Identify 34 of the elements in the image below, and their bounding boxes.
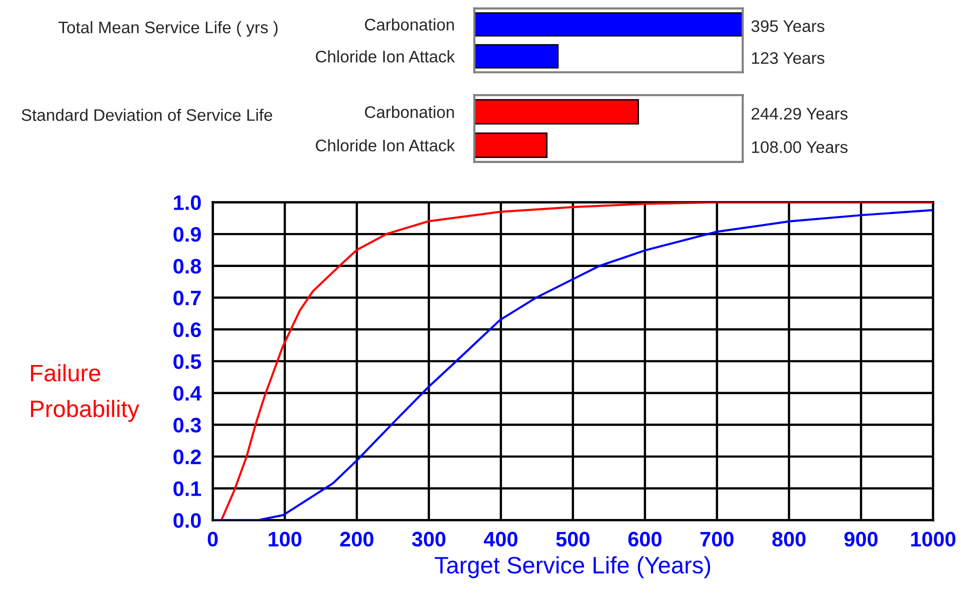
y-tick-label: 0.6: [174, 322, 201, 338]
y-tick-label: 0.8: [174, 258, 202, 274]
y-tick-label: 0.4: [174, 386, 202, 401]
y-tick-label: 0.9: [174, 227, 201, 242]
y-tick-label: 0.2: [174, 450, 201, 464]
y-tick-label: 0.3: [174, 418, 201, 433]
x-tick-label: 800: [772, 532, 806, 547]
y-tick-label: 0.1: [174, 481, 202, 496]
x-tick-label: 0: [208, 532, 218, 547]
x-tick-label: 300: [412, 532, 446, 547]
data-label: 123 Years: [752, 52, 824, 64]
y-tick-label: 1.0: [174, 195, 201, 210]
y-axis-title: Failure Probability: [31, 364, 140, 422]
x-tick-label: 600: [628, 532, 662, 547]
y-tick-label: 0.7: [174, 290, 201, 306]
text: Standard Deviation of Service Life: [22, 108, 272, 121]
x-axis-title: Target Service Life (Years): [434, 556, 710, 578]
x-tick-label: 100: [268, 532, 302, 547]
y-tick-label: Chloride Ion Attack: [316, 139, 455, 152]
data-label: 395 Years: [751, 20, 824, 32]
y-tick-label: Carbonation: [364, 106, 454, 118]
x-tick-label: 400: [484, 532, 518, 547]
y-tick-label: 0.5: [174, 354, 202, 369]
data-label: 244.29 Years: [752, 108, 848, 120]
x-tick-label: 500: [556, 532, 590, 547]
x-tick-label: 200: [340, 532, 374, 547]
data-label: 108.00 Years: [752, 141, 848, 154]
x-tick-label: 700: [700, 532, 734, 547]
x-tick-label: 1000: [911, 532, 956, 547]
y-tick-label: Carbonation: [364, 18, 454, 31]
y-tick-label: Chloride Ion Attack: [316, 50, 455, 62]
y-tick-label: 0.0: [174, 513, 201, 528]
text: Total Mean Service Life ( yrs ): [58, 21, 278, 37]
x-tick-label: 900: [844, 532, 878, 547]
